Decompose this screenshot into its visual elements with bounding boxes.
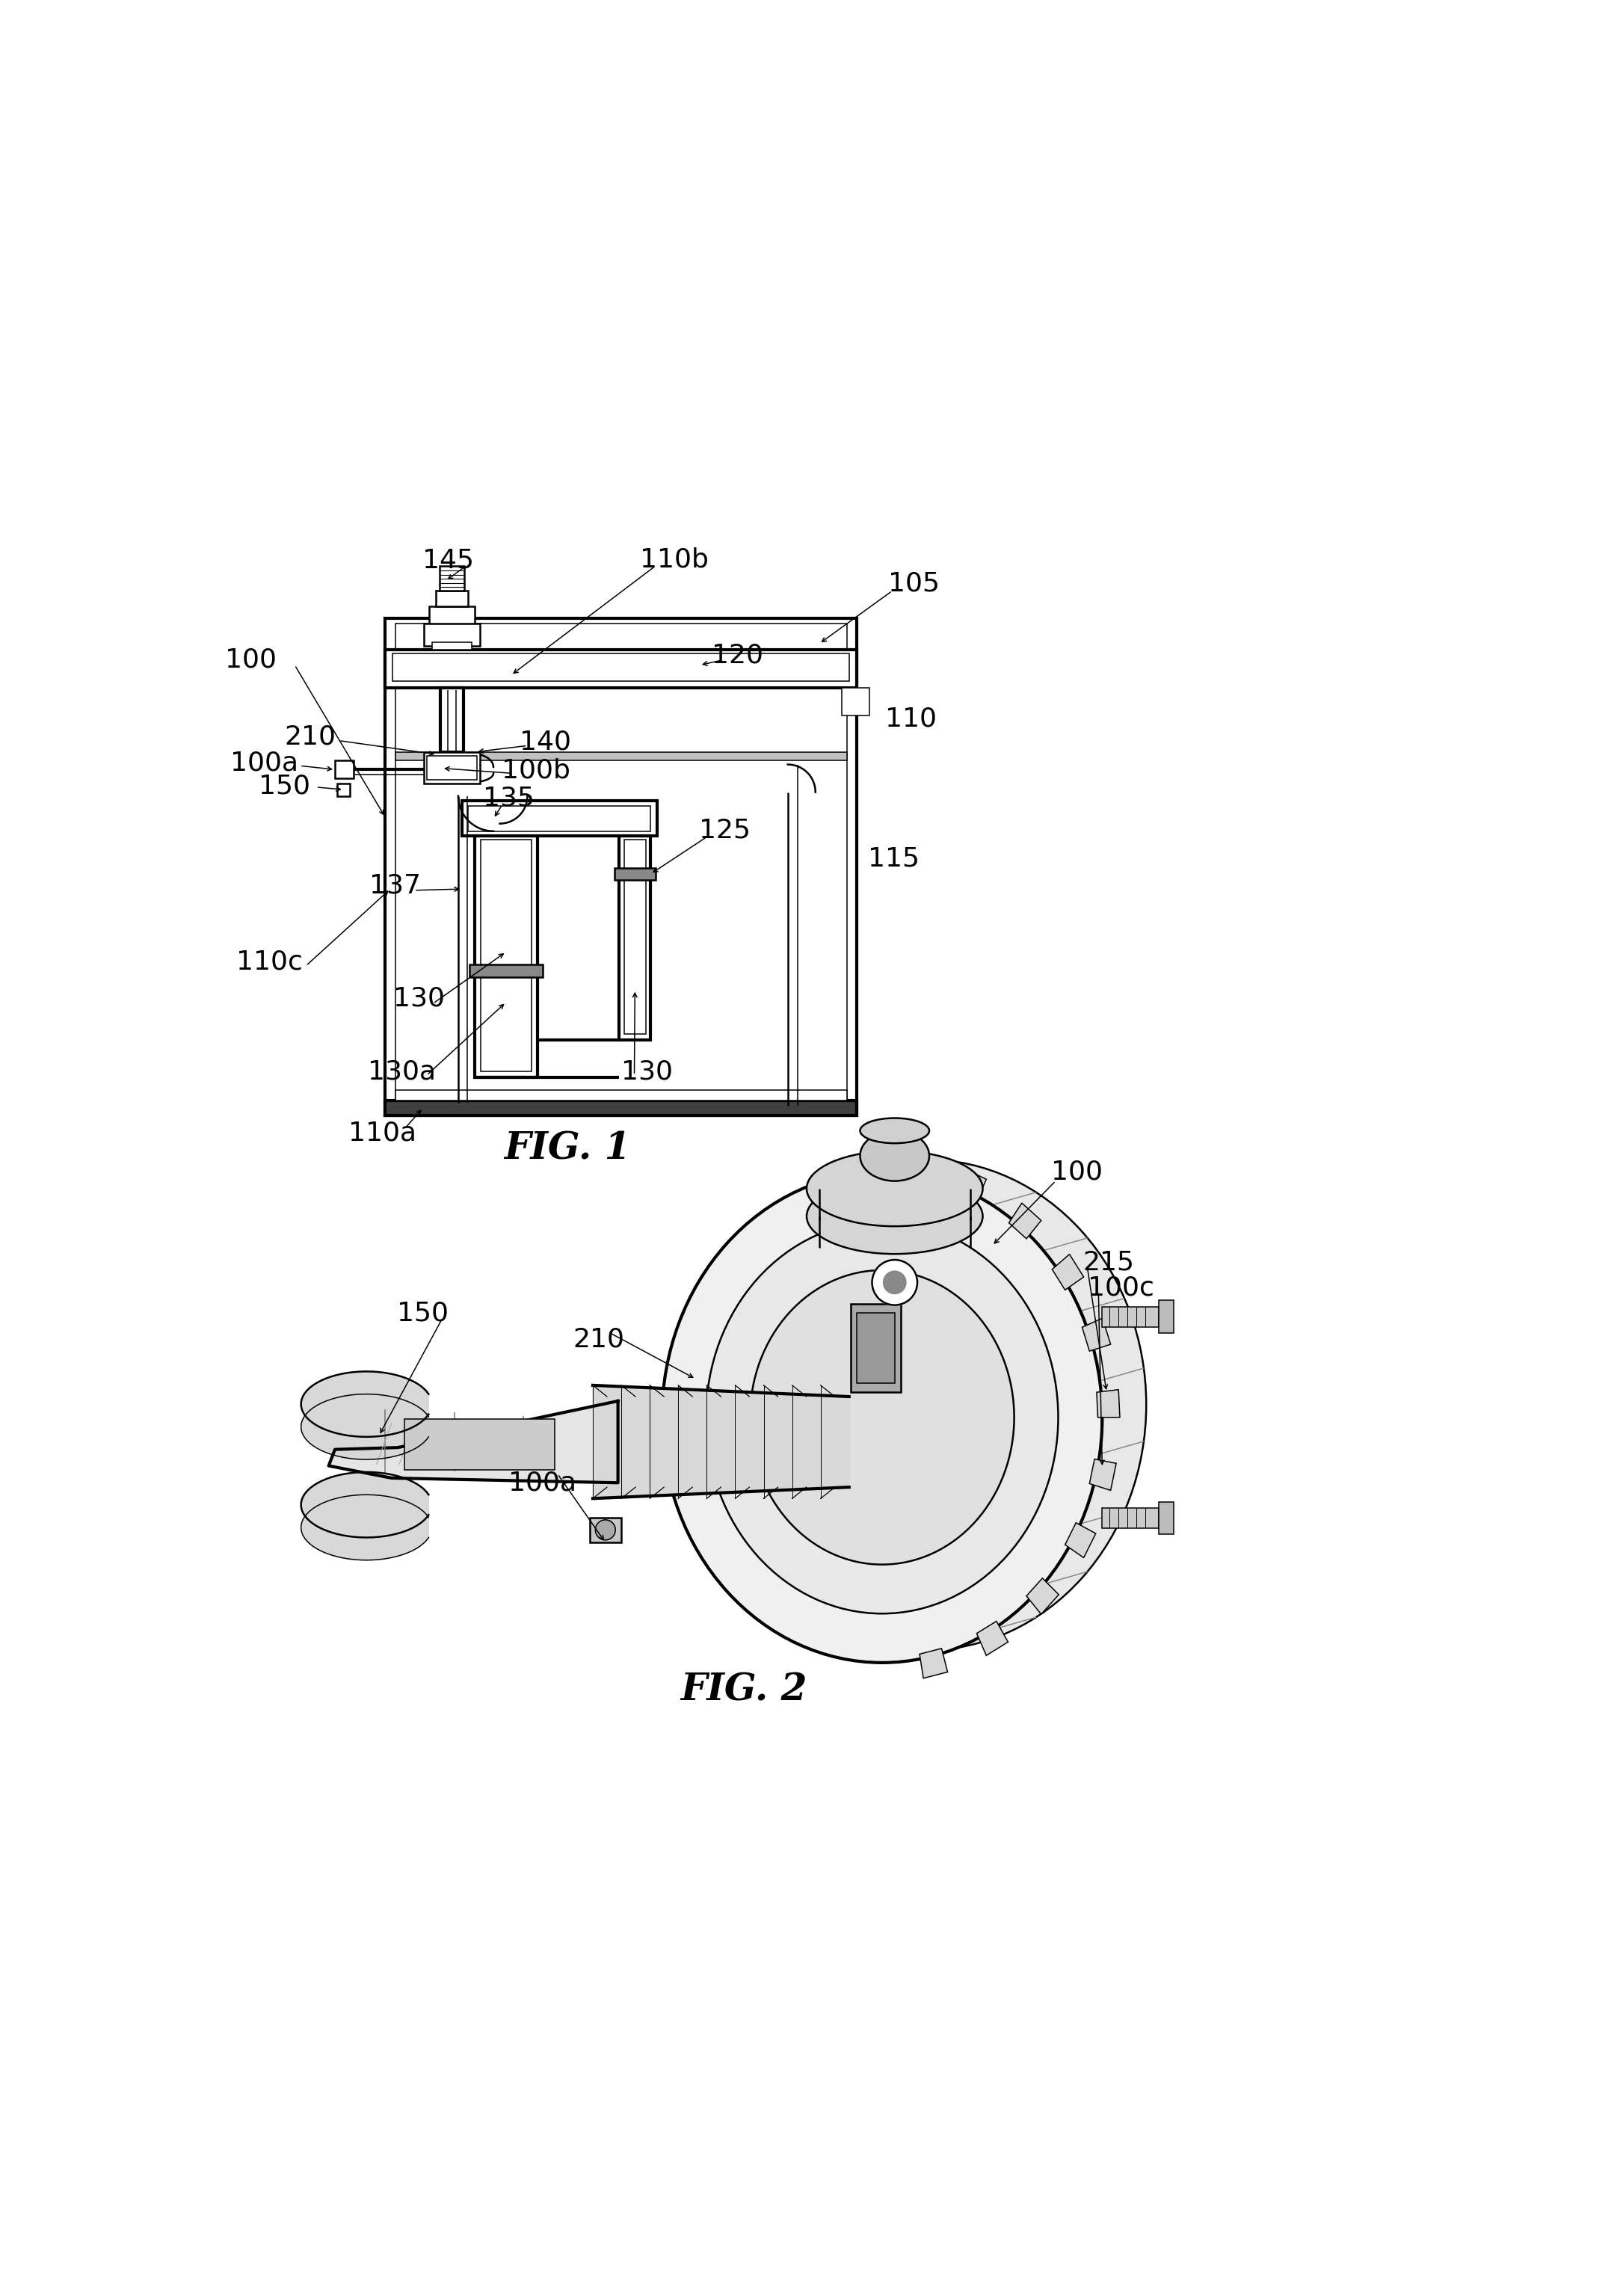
Polygon shape xyxy=(1089,1458,1117,1490)
Bar xyxy=(1159,1300,1173,1334)
Text: 210: 210 xyxy=(573,1327,625,1352)
Bar xyxy=(1102,1508,1159,1529)
Bar xyxy=(857,1313,894,1384)
Bar xyxy=(385,1100,857,1116)
Polygon shape xyxy=(1010,1203,1042,1240)
Bar xyxy=(589,1518,622,1543)
Bar xyxy=(469,806,651,831)
Bar xyxy=(428,606,474,625)
Text: 150: 150 xyxy=(398,1300,450,1325)
Bar xyxy=(435,590,469,606)
Text: 110b: 110b xyxy=(639,546,709,572)
Text: 110c: 110c xyxy=(237,948,304,976)
Text: 140: 140 xyxy=(519,730,571,755)
Text: 125: 125 xyxy=(700,817,751,843)
Text: 120: 120 xyxy=(711,643,763,668)
Polygon shape xyxy=(1052,1254,1084,1290)
Text: 100b: 100b xyxy=(502,758,571,783)
Polygon shape xyxy=(1026,1577,1058,1614)
Ellipse shape xyxy=(662,1171,1102,1662)
Polygon shape xyxy=(328,1401,618,1483)
Bar xyxy=(480,840,531,1072)
Bar xyxy=(427,755,477,781)
Polygon shape xyxy=(592,1384,849,1499)
Bar xyxy=(463,801,657,836)
Text: 150: 150 xyxy=(258,774,310,799)
Bar xyxy=(1159,1502,1173,1534)
Text: 135: 135 xyxy=(482,785,534,810)
Bar xyxy=(625,840,646,1033)
Bar xyxy=(440,689,463,751)
Polygon shape xyxy=(977,1621,1008,1655)
Polygon shape xyxy=(920,1649,948,1678)
Ellipse shape xyxy=(750,1270,1014,1564)
Ellipse shape xyxy=(706,1221,1058,1614)
Bar xyxy=(842,689,870,716)
Text: 100: 100 xyxy=(226,647,276,673)
Ellipse shape xyxy=(860,1130,930,1180)
Text: 100: 100 xyxy=(1052,1159,1104,1185)
Text: 110a: 110a xyxy=(349,1120,417,1146)
Bar xyxy=(334,760,354,778)
Text: 105: 105 xyxy=(888,572,940,597)
Bar xyxy=(850,1304,901,1391)
Text: 145: 145 xyxy=(422,549,474,574)
Ellipse shape xyxy=(706,1159,1146,1651)
Text: 100c: 100c xyxy=(1087,1274,1154,1300)
Bar xyxy=(1102,1306,1159,1327)
Text: 215: 215 xyxy=(1083,1249,1134,1274)
Polygon shape xyxy=(300,1371,428,1460)
Bar xyxy=(338,783,351,797)
Ellipse shape xyxy=(860,1118,930,1143)
Text: 137: 137 xyxy=(370,872,420,898)
Bar xyxy=(469,964,542,978)
Text: 210: 210 xyxy=(284,723,336,748)
Bar xyxy=(393,654,849,682)
Bar xyxy=(396,751,847,760)
Text: 100a: 100a xyxy=(508,1469,576,1495)
Text: FIG. 2: FIG. 2 xyxy=(680,1671,807,1708)
Text: 100a: 100a xyxy=(230,751,299,776)
Polygon shape xyxy=(1083,1318,1110,1350)
Text: 130a: 130a xyxy=(367,1058,435,1084)
Bar xyxy=(432,643,472,650)
Circle shape xyxy=(872,1261,917,1304)
Bar xyxy=(424,751,479,783)
Circle shape xyxy=(596,1520,615,1541)
Text: FIG. 1: FIG. 1 xyxy=(505,1132,631,1169)
Polygon shape xyxy=(300,1472,428,1559)
Text: 115: 115 xyxy=(868,847,919,872)
Polygon shape xyxy=(956,1169,987,1201)
Text: 130: 130 xyxy=(393,985,445,1010)
Text: 110: 110 xyxy=(885,707,936,732)
Bar xyxy=(474,836,537,1077)
Ellipse shape xyxy=(807,1178,984,1254)
Bar xyxy=(385,618,857,1116)
Bar xyxy=(385,650,857,689)
Bar xyxy=(396,625,847,1109)
Polygon shape xyxy=(1097,1389,1120,1417)
Bar xyxy=(620,836,651,1040)
Bar xyxy=(613,868,656,879)
Bar xyxy=(424,625,479,645)
Circle shape xyxy=(883,1272,906,1293)
Text: 130: 130 xyxy=(622,1058,672,1084)
Polygon shape xyxy=(1065,1522,1096,1557)
Bar xyxy=(404,1419,555,1469)
Bar xyxy=(396,1091,847,1100)
Bar xyxy=(440,565,464,590)
Ellipse shape xyxy=(807,1150,984,1226)
